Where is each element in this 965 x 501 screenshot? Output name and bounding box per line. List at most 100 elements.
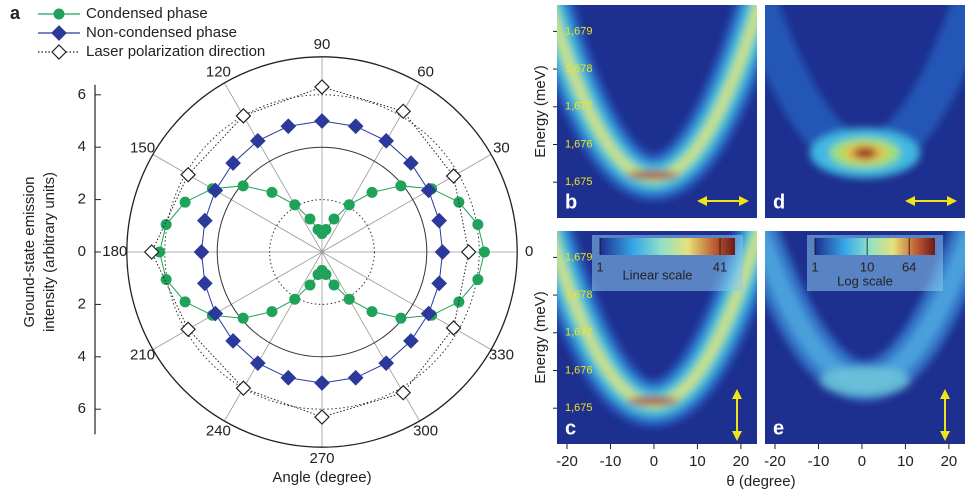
point — [431, 275, 448, 292]
grid-circle — [269, 199, 375, 305]
point — [378, 355, 395, 372]
point — [420, 305, 437, 322]
y-tick-label: 1,678 — [565, 289, 593, 301]
point — [328, 213, 340, 225]
point — [207, 182, 224, 199]
angle-label: 300 — [413, 422, 438, 439]
x-tick-label: -10 — [808, 453, 830, 470]
heatmap-image — [765, 5, 965, 178]
x-tick-label: 20 — [941, 453, 958, 470]
spoke — [152, 154, 323, 253]
outer-circle — [126, 56, 518, 448]
angle-label: 180 — [102, 243, 127, 260]
y-axis-label: Energy (meV) — [532, 65, 549, 158]
y-axis-label: intensity (arbitrary units) — [41, 172, 58, 332]
point — [154, 246, 166, 258]
spoke — [321, 154, 492, 253]
x-tick-label: 0 — [858, 453, 866, 470]
point — [478, 246, 490, 258]
point — [249, 132, 266, 149]
point — [196, 275, 213, 292]
colorbar-tick-label: 1 — [811, 259, 818, 274]
panel-label: d — [773, 191, 785, 213]
angle-label: 210 — [130, 347, 155, 364]
angle-label: 30 — [493, 139, 510, 156]
colorbar — [815, 238, 935, 255]
y-tick-label: 1,677 — [565, 101, 593, 113]
r-tick-label: 4 — [78, 138, 86, 155]
y-tick-label: 1,675 — [565, 176, 593, 188]
colorbar-tick-label: 1 — [596, 259, 603, 274]
x-axis-label: θ (degree) — [726, 473, 795, 490]
point — [434, 244, 451, 260]
point — [225, 333, 241, 349]
angle-label: 0 — [525, 243, 533, 260]
point — [266, 186, 278, 198]
point — [403, 155, 419, 171]
point — [431, 212, 448, 229]
heatmap-panel: c 1 41 Linear scale — [557, 231, 757, 444]
point — [445, 168, 462, 184]
x-tick-label: -20 — [764, 453, 786, 470]
point — [460, 244, 477, 260]
y-tick-label: 1,675 — [565, 402, 593, 414]
legend-label: Condensed phase — [86, 5, 208, 22]
point — [453, 296, 465, 308]
legend-marker — [51, 44, 67, 60]
point — [179, 196, 191, 208]
point — [237, 312, 249, 324]
point — [280, 118, 297, 135]
point — [453, 196, 465, 208]
point — [143, 244, 160, 260]
spoke — [224, 82, 323, 253]
heatmap-image — [765, 231, 965, 401]
angle-label: 240 — [206, 422, 231, 439]
angle-label: 270 — [309, 450, 334, 467]
colorbar-tick-label: 10 — [860, 259, 874, 274]
panel-label: a — [10, 3, 21, 23]
point — [314, 409, 330, 425]
point — [180, 166, 196, 183]
point — [395, 384, 412, 401]
point — [472, 273, 484, 285]
spoke — [152, 251, 323, 350]
point — [343, 199, 355, 211]
point — [472, 219, 484, 231]
point — [420, 182, 437, 199]
x-tick-label: 20 — [733, 453, 750, 470]
point — [304, 279, 316, 291]
point — [314, 113, 330, 129]
y-tick-label: 1,676 — [565, 138, 593, 150]
colorbar-label: Log scale — [837, 273, 893, 288]
point — [395, 103, 412, 120]
r-tick-label: 0 — [78, 243, 86, 260]
point — [235, 380, 252, 396]
angle-label: 330 — [489, 347, 514, 364]
point — [445, 320, 462, 336]
point — [196, 212, 213, 229]
point — [237, 180, 249, 192]
heatmap-blob — [820, 366, 910, 396]
x-tick-label: 10 — [689, 453, 706, 470]
legend-label: Laser polarization direction — [86, 43, 265, 60]
x-tick-label: 10 — [897, 453, 914, 470]
heatmap-panel: e 1 10 64 Log scale — [765, 231, 965, 444]
point — [207, 305, 224, 322]
r-tick-label: 4 — [78, 348, 86, 365]
point — [312, 224, 324, 236]
legend-marker — [51, 25, 67, 41]
point — [343, 293, 355, 305]
colorbar — [600, 238, 735, 255]
point — [225, 155, 241, 171]
x-tick-label: -20 — [556, 453, 578, 470]
angle-label: 60 — [417, 64, 434, 81]
point — [193, 244, 210, 260]
point — [366, 186, 378, 198]
colorbar-tick-label: 41 — [713, 259, 727, 274]
legend-marker — [53, 8, 65, 20]
y-tick-label: 1,679 — [565, 251, 593, 263]
point — [395, 180, 407, 192]
grid-circle — [216, 146, 428, 358]
heatmap-image — [557, 231, 757, 427]
point — [235, 108, 252, 124]
